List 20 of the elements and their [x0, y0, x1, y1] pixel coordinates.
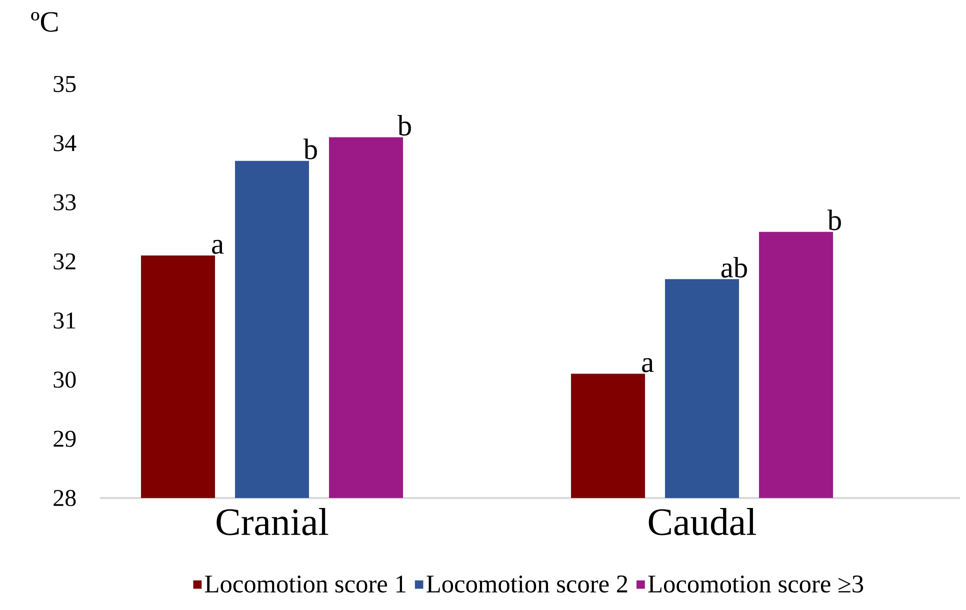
legend-label: Locomotion score 2 — [426, 576, 628, 593]
y-tick-label: 29 — [54, 430, 76, 447]
y-tick-label: 34 — [54, 135, 76, 152]
y-tick-label: 32 — [54, 253, 76, 270]
y-tick-label: 33 — [54, 194, 76, 210]
data-label: b — [397, 115, 411, 136]
legend-label: Locomotion score 1 — [205, 576, 406, 593]
x-tick-label: Caudal — [648, 508, 756, 536]
data-label: a — [642, 358, 654, 372]
y-axis-title: ºC — [31, 12, 58, 32]
data-label: b — [827, 210, 841, 230]
y-tick-label: 28 — [54, 490, 76, 506]
x-tick-label: Cranial — [216, 508, 328, 536]
y-tick-label: 35 — [54, 76, 76, 92]
data-label: a — [212, 240, 224, 254]
y-tick-label: 30 — [54, 372, 76, 388]
data-label: b — [303, 138, 317, 160]
data-label: ab — [721, 256, 747, 278]
legend-label: Locomotion score ≥3 — [648, 576, 864, 593]
y-tick-label: 31 — [54, 312, 76, 329]
